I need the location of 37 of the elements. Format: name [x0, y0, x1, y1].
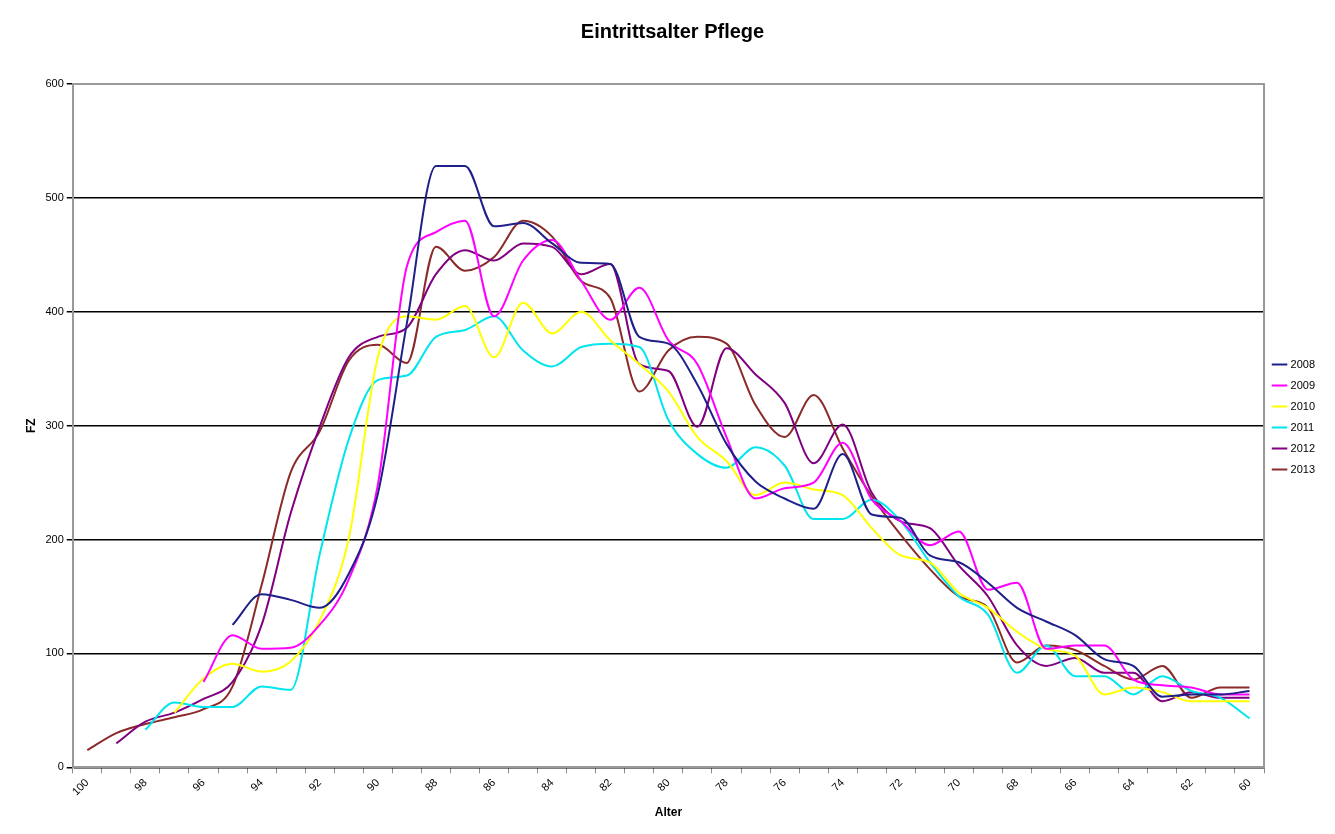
x-tick-label: 92 [306, 776, 324, 794]
legend-label: 2008 [1290, 357, 1316, 370]
legend-label: 2011 [1290, 420, 1315, 433]
x-tick-label: 96 [189, 776, 208, 794]
x-tick-label: 70 [945, 776, 963, 794]
y-tick-label: 400 [45, 304, 64, 317]
legend-label: 2010 [1290, 399, 1316, 412]
chart-title: Eintrittsalter Pflege [580, 19, 765, 42]
x-tick-label: 62 [1177, 776, 1195, 794]
x-tick-label: 66 [1061, 776, 1079, 794]
x-tick-label: 76 [771, 776, 789, 794]
x-tick-label: 98 [131, 776, 149, 794]
x-tick-label: 84 [538, 776, 556, 794]
y-tick-label: 0 [57, 760, 64, 773]
legend-label: 2009 [1290, 378, 1316, 391]
y-axis-title: FZ [23, 418, 38, 433]
x-tick-label: 94 [248, 776, 266, 794]
y-tick-label: 600 [45, 77, 64, 90]
legend-label: 2013 [1290, 462, 1316, 475]
x-tick-label: 100 [69, 776, 91, 798]
x-tick-label: 88 [422, 776, 440, 794]
x-tick-label: 82 [596, 776, 614, 794]
x-tick-label: 78 [712, 776, 731, 794]
x-tick-label: 90 [364, 776, 382, 794]
x-tick-label: 64 [1119, 776, 1137, 794]
legend-label: 2012 [1290, 441, 1316, 454]
x-tick-label: 80 [654, 776, 672, 794]
x-tick-label: 74 [829, 776, 847, 794]
y-tick-label: 500 [45, 190, 64, 203]
y-tick-label: 300 [45, 418, 64, 431]
x-tick-label: 72 [887, 776, 905, 794]
y-tick-label: 100 [45, 646, 64, 659]
x-tick-label: 68 [1003, 776, 1021, 794]
x-axis-title: Alter [654, 805, 683, 820]
y-tick-label: 200 [45, 532, 64, 545]
x-tick-label: 86 [480, 776, 498, 794]
x-tick-label: 60 [1235, 776, 1254, 794]
